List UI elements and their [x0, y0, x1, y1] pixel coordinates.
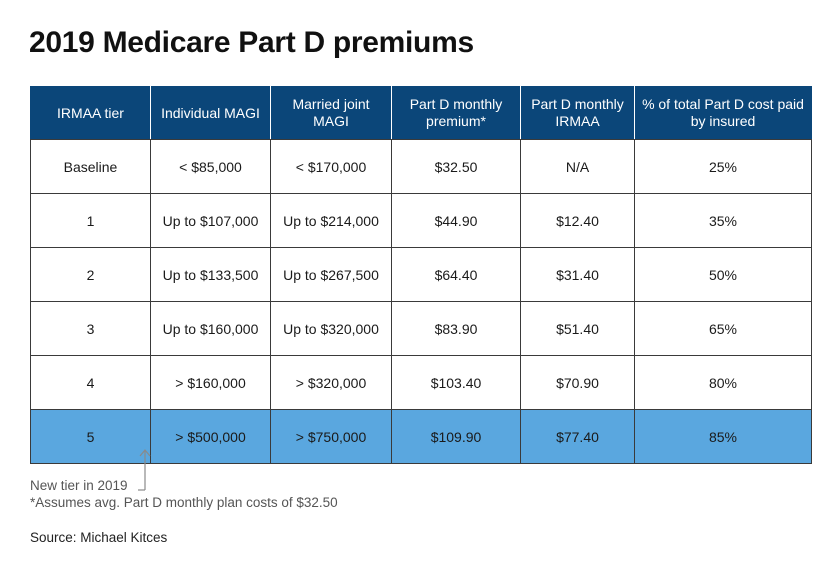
premiums-table: IRMAA tier Individual MAGI Married joint… — [30, 86, 812, 464]
table-cell: $64.40 — [391, 247, 521, 302]
table-row: 1 Up to $107,000 Up to $214,000 $44.90 $… — [30, 193, 812, 248]
new-tier-note: New tier in 2019 — [30, 478, 128, 493]
table-cell: $103.40 — [391, 355, 521, 410]
table-row: 4 > $160,000 > $320,000 $103.40 $70.90 8… — [30, 355, 812, 410]
table-cell: Up to $267,500 — [270, 247, 392, 302]
table-cell: 1 — [30, 193, 151, 248]
header-irmaa-tier: IRMAA tier — [30, 86, 151, 140]
table-cell: 50% — [634, 247, 812, 302]
table-cell: 2 — [30, 247, 151, 302]
table-cell: $31.40 — [520, 247, 635, 302]
table-cell: 85% — [634, 409, 812, 464]
table-cell: $70.90 — [520, 355, 635, 410]
header-pct-paid-by-insured: % of total Part D cost paid by insured — [634, 86, 812, 140]
table-cell: Up to $160,000 — [150, 301, 271, 356]
table-cell: 3 — [30, 301, 151, 356]
table-cell: > $160,000 — [150, 355, 271, 410]
table-row: 3 Up to $160,000 Up to $320,000 $83.90 $… — [30, 301, 812, 356]
table-row: Baseline < $85,000 < $170,000 $32.50 N/A… — [30, 139, 812, 194]
table-cell: 35% — [634, 193, 812, 248]
header-part-d-premium: Part D monthly premium* — [391, 86, 521, 140]
table-cell: Baseline — [30, 139, 151, 194]
page-title: 2019 Medicare Part D premiums — [29, 26, 474, 59]
table-cell: > $750,000 — [270, 409, 392, 464]
header-part-d-irmaa: Part D monthly IRMAA — [520, 86, 635, 140]
table-cell: $77.40 — [520, 409, 635, 464]
new-tier-arrow-icon — [138, 449, 151, 491]
table-cell: Up to $320,000 — [270, 301, 392, 356]
table-cell: $109.90 — [391, 409, 521, 464]
table-cell: 25% — [634, 139, 812, 194]
table-cell: 65% — [634, 301, 812, 356]
header-married-joint-magi: Married joint MAGI — [270, 86, 392, 140]
header-individual-magi: Individual MAGI — [150, 86, 271, 140]
table-row-highlighted: 5 > $500,000 > $750,000 $109.90 $77.40 8… — [30, 409, 812, 464]
source-note: Source: Michael Kitces — [30, 530, 168, 545]
table-cell: $83.90 — [391, 301, 521, 356]
table-cell: N/A — [520, 139, 635, 194]
table-cell: $12.40 — [520, 193, 635, 248]
table-row: 2 Up to $133,500 Up to $267,500 $64.40 $… — [30, 247, 812, 302]
table-cell: $32.50 — [391, 139, 521, 194]
table-cell: > $500,000 — [150, 409, 271, 464]
table-cell: Up to $133,500 — [150, 247, 271, 302]
table-header-row: IRMAA tier Individual MAGI Married joint… — [30, 86, 812, 140]
table-cell: Up to $214,000 — [270, 193, 392, 248]
table-cell: 5 — [30, 409, 151, 464]
table-cell: Up to $107,000 — [150, 193, 271, 248]
table-cell: 4 — [30, 355, 151, 410]
table-cell: < $85,000 — [150, 139, 271, 194]
assumption-note: *Assumes avg. Part D monthly plan costs … — [30, 495, 338, 510]
table-cell: 80% — [634, 355, 812, 410]
table-cell: < $170,000 — [270, 139, 392, 194]
table-cell: $44.90 — [391, 193, 521, 248]
table-cell: $51.40 — [520, 301, 635, 356]
table-cell: > $320,000 — [270, 355, 392, 410]
